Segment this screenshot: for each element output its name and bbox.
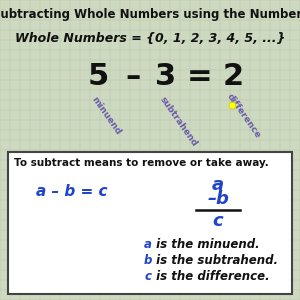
Text: a: a [144,238,152,251]
Text: 5: 5 [87,62,109,91]
Text: minuend: minuend [90,95,122,136]
Text: b: b [144,254,152,267]
Text: c: c [213,212,223,230]
Text: a: a [212,176,224,194]
Text: 3: 3 [155,62,177,91]
FancyBboxPatch shape [8,152,292,294]
Text: subtrahend: subtrahend [158,95,199,148]
Text: is the difference.: is the difference. [152,270,270,283]
Text: –b: –b [207,190,229,208]
Text: a – b = c: a – b = c [36,184,108,200]
Text: difference: difference [225,92,262,140]
Text: =: = [187,62,213,91]
Text: c: c [145,270,152,283]
Text: is the subtrahend.: is the subtrahend. [152,254,278,267]
Text: To subtract means to remove or take away.: To subtract means to remove or take away… [14,158,269,168]
Text: –: – [125,62,141,91]
Text: Whole Numbers = {0, 1, 2, 3, 4, 5, ...}: Whole Numbers = {0, 1, 2, 3, 4, 5, ...} [15,32,285,45]
Text: 2: 2 [222,62,244,91]
Text: Subtracting Whole Numbers using the Number Line: Subtracting Whole Numbers using the Numb… [0,8,300,21]
Text: is the minuend.: is the minuend. [152,238,260,251]
